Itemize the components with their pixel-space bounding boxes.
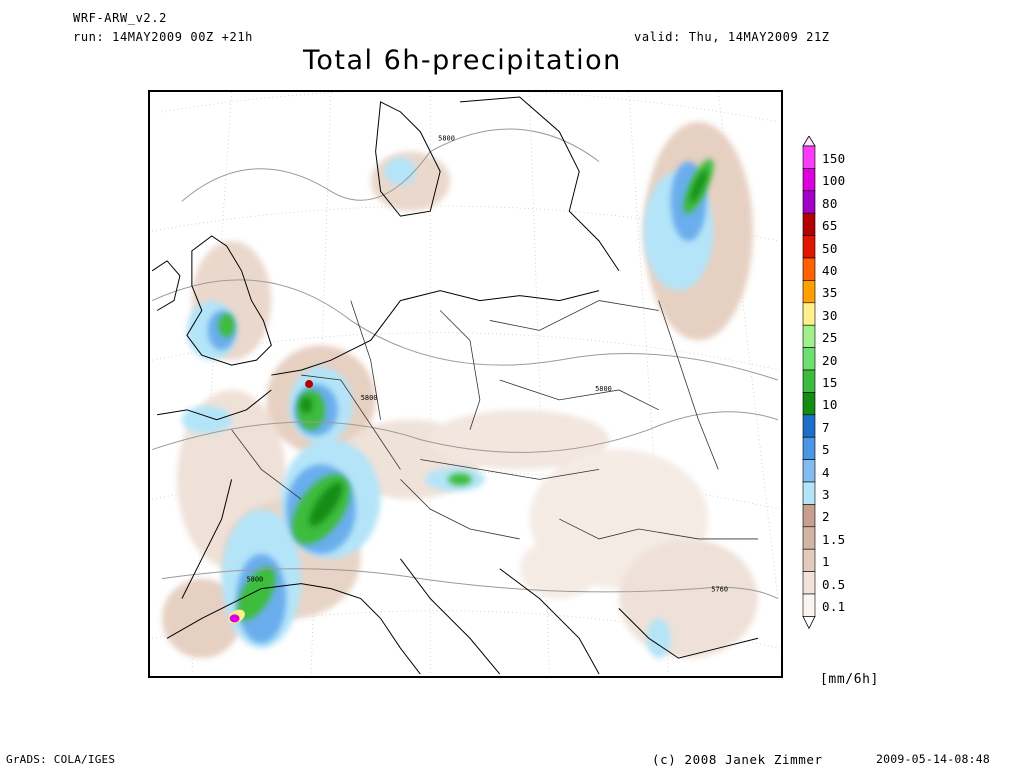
colorbar-tick-label: 1.5: [822, 531, 846, 547]
valid-label: valid: Thu, 14MAY2009 21Z: [634, 30, 830, 44]
colorbar-swatch: [802, 526, 816, 550]
colorbar-swatch: [802, 347, 816, 371]
colorbar-tick-label: 100: [822, 173, 846, 189]
colorbar: [802, 136, 816, 630]
contour-label: 5800: [361, 394, 378, 402]
contour-label: 5760: [711, 586, 728, 594]
colorbar-swatch: [802, 392, 816, 416]
height-contours: [151, 128, 779, 599]
run-label: run: 14MAY2009 00Z +21h: [73, 30, 253, 44]
colorbar-swatch: [802, 302, 816, 326]
footer-timestamp: 2009-05-14-08:48: [876, 752, 990, 766]
footer-copyright: (c) 2008 Janek Zimmer: [652, 752, 823, 767]
model-label: WRF-ARW_v2.2: [73, 11, 167, 25]
colorbar-tick-label: 2: [822, 509, 830, 525]
colorbar-tick-label: 65: [822, 218, 838, 234]
colorbar-top-arrow: [802, 136, 816, 147]
colorbar-swatch: [802, 504, 816, 528]
colorbar-swatch: [802, 414, 816, 438]
precip-core: [228, 380, 314, 624]
colorbar-tick-label: 0.5: [822, 576, 846, 592]
colorbar-tick-label: 40: [822, 263, 838, 278]
colorbar-swatch: [802, 168, 816, 192]
colorbar-tick-label: 20: [822, 352, 838, 368]
colorbar-swatch: [802, 459, 816, 483]
colorbar-swatch: [802, 481, 816, 505]
contour-label: 5800: [438, 135, 455, 143]
colorbar-bottom-arrow: [802, 616, 816, 630]
precipitation-map: 5800 5800 5800 5800 5760: [148, 90, 783, 678]
colorbar-tick-label: 3: [822, 487, 830, 502]
colorbar-swatch: [802, 369, 816, 393]
colorbar-tick-label: 0.1: [822, 599, 846, 614]
colorbar-swatch: [802, 212, 816, 236]
map-canvas: 5800 5800 5800 5800 5760: [151, 92, 780, 675]
colorbar-swatch: [802, 436, 816, 460]
colorbar-tick-label: 7: [822, 419, 830, 435]
colorbar-tick-label: 4: [822, 464, 830, 480]
unit-label: [mm/6h]: [820, 672, 879, 687]
contour-label: 5800: [246, 576, 263, 584]
chart-title: Total 6h-precipitation: [303, 45, 622, 76]
contour-label: 5800: [595, 385, 612, 393]
colorbar-tick-label: 35: [822, 285, 838, 301]
colorbar-swatch: [802, 280, 816, 304]
contour-labels: 5800 5800 5800 5800 5760: [246, 135, 728, 594]
colorbar-tick-label: 5: [822, 442, 830, 458]
colorbar-swatch: [802, 571, 816, 595]
colorbar-tick-label: 25: [822, 330, 838, 346]
colorbar-tick-label: 15: [822, 375, 838, 390]
country-borders: [231, 300, 758, 540]
colorbar-tick-label: 30: [822, 307, 838, 323]
colorbar-tick-label: 80: [822, 195, 838, 211]
coastlines: [151, 96, 759, 675]
colorbar-swatch: [802, 257, 816, 281]
colorbar-tick-label: 10: [822, 397, 838, 413]
colorbar-swatch: [802, 235, 816, 259]
colorbar-swatch: [802, 145, 816, 169]
colorbar-swatch: [802, 593, 816, 617]
precip-darkgreen: [300, 170, 707, 526]
colorbar-tick-label: 1: [822, 554, 830, 570]
colorbar-swatch: [802, 548, 816, 572]
colorbar-tick-label: 150: [822, 151, 846, 166]
colorbar-swatch: [802, 324, 816, 348]
colorbar-swatch: [802, 190, 816, 214]
colorbar-tick-label: 50: [822, 240, 838, 256]
footer-grads: GrADS: COLA/IGES: [6, 753, 116, 766]
